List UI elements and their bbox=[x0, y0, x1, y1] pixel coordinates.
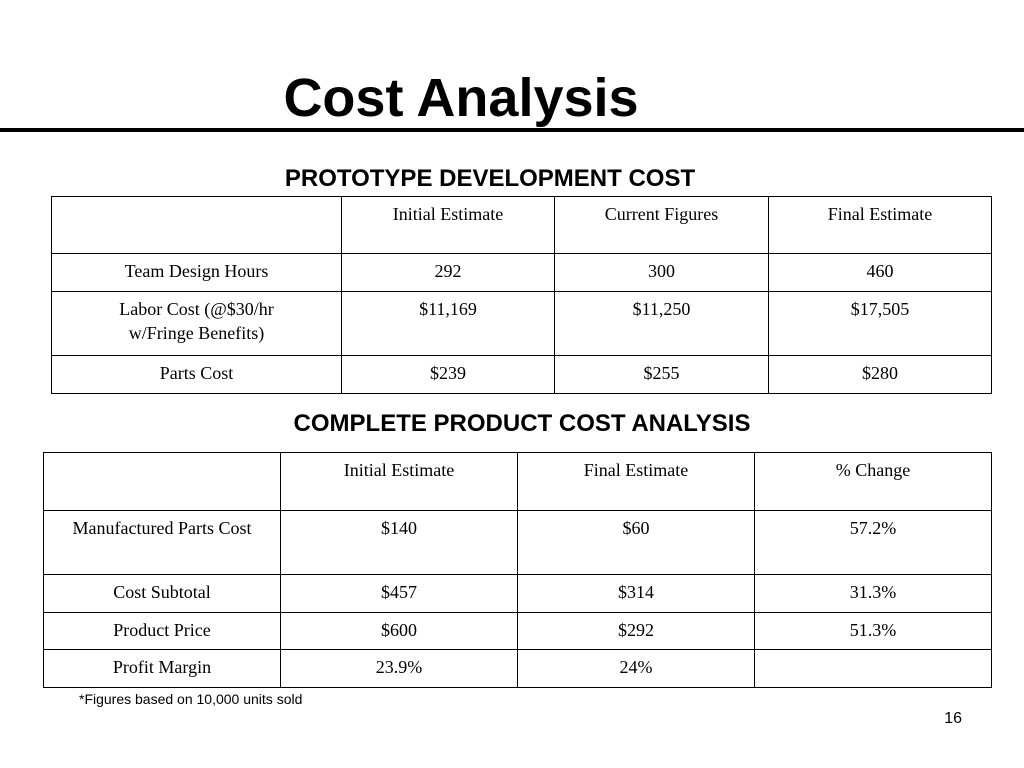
product-cost-heading: COMPLETE PRODUCT COST ANALYSIS bbox=[293, 410, 751, 437]
table-row: Labor Cost (@$30/hr w/Fringe Benefits) $… bbox=[51, 291, 992, 356]
table-cell: 24% bbox=[517, 649, 755, 688]
table-cell: $314 bbox=[517, 574, 755, 613]
header-cell-percent-change: % Change bbox=[754, 452, 992, 511]
table-cell: 31.3% bbox=[754, 574, 992, 613]
table-cell: $11,169 bbox=[341, 291, 555, 356]
header-cell-final-estimate: Final Estimate bbox=[517, 452, 755, 511]
row-label: Product Price bbox=[43, 612, 281, 650]
table-header-row: Initial Estimate Current Figures Final E… bbox=[51, 196, 992, 254]
table-cell: $457 bbox=[280, 574, 518, 613]
table-cell: $239 bbox=[341, 355, 555, 394]
prototype-cost-heading: PROTOTYPE DEVELOPMENT COST bbox=[284, 165, 696, 192]
table-cell: $140 bbox=[280, 510, 518, 575]
page-number: 16 bbox=[944, 710, 962, 727]
header-cell-current-figures: Current Figures bbox=[554, 196, 769, 254]
slide-title: Cost Analysis bbox=[283, 68, 639, 128]
title-divider bbox=[0, 128, 1024, 132]
row-label: Parts Cost bbox=[51, 355, 342, 394]
table-cell: $292 bbox=[517, 612, 755, 650]
table-cell: $11,250 bbox=[554, 291, 769, 356]
header-cell-empty bbox=[43, 452, 281, 511]
product-cost-table: Initial Estimate Final Estimate % Change… bbox=[43, 452, 992, 688]
footnote: *Figures based on 10,000 units sold bbox=[79, 691, 303, 707]
table-cell: $600 bbox=[280, 612, 518, 650]
table-row: Team Design Hours 292 300 460 bbox=[51, 253, 992, 292]
table-cell: 292 bbox=[341, 253, 555, 292]
prototype-cost-table: Initial Estimate Current Figures Final E… bbox=[51, 196, 992, 394]
table-cell: $60 bbox=[517, 510, 755, 575]
table-cell: 57.2% bbox=[754, 510, 992, 575]
table-cell: 51.3% bbox=[754, 612, 992, 650]
row-label: Team Design Hours bbox=[51, 253, 342, 292]
table-row: Profit Margin 23.9% 24% bbox=[43, 649, 992, 688]
table-cell: $280 bbox=[768, 355, 992, 394]
table-cell bbox=[754, 649, 992, 688]
table-cell: 23.9% bbox=[280, 649, 518, 688]
header-cell-initial-estimate: Initial Estimate bbox=[341, 196, 555, 254]
table-row: Product Price $600 $292 51.3% bbox=[43, 612, 992, 650]
row-label: Manufactured Parts Cost bbox=[43, 510, 281, 575]
table-cell: $255 bbox=[554, 355, 769, 394]
table-cell: 300 bbox=[554, 253, 769, 292]
header-cell-initial-estimate: Initial Estimate bbox=[280, 452, 518, 511]
table-row: Parts Cost $239 $255 $280 bbox=[51, 355, 992, 394]
table-cell: $17,505 bbox=[768, 291, 992, 356]
table-row: Manufactured Parts Cost $140 $60 57.2% bbox=[43, 510, 992, 575]
row-label: Cost Subtotal bbox=[43, 574, 281, 613]
table-header-row: Initial Estimate Final Estimate % Change bbox=[43, 452, 992, 511]
header-cell-final-estimate: Final Estimate bbox=[768, 196, 992, 254]
table-row: Cost Subtotal $457 $314 31.3% bbox=[43, 574, 992, 613]
row-label: Profit Margin bbox=[43, 649, 281, 688]
table-cell: 460 bbox=[768, 253, 992, 292]
row-label: Labor Cost (@$30/hr w/Fringe Benefits) bbox=[51, 291, 342, 356]
header-cell-empty bbox=[51, 196, 342, 254]
